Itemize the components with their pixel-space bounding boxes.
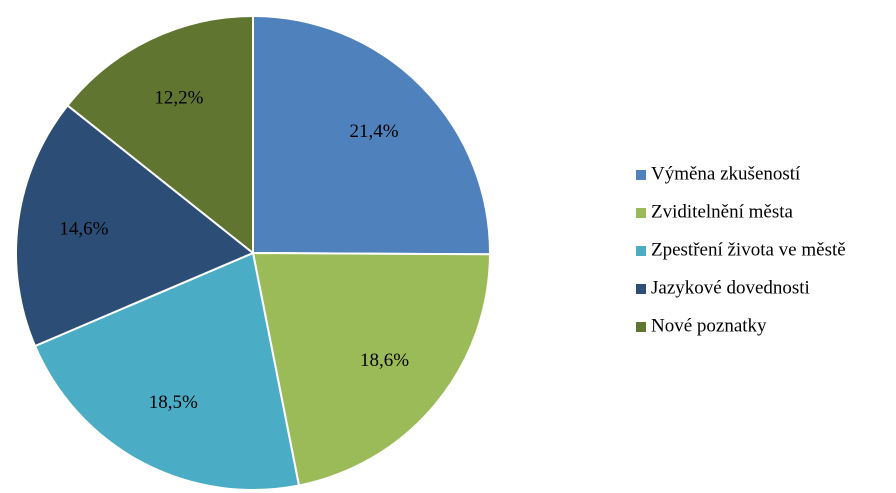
pie-slice [15, 104, 255, 348]
pie-slice [66, 14, 254, 256]
pie-slice [252, 14, 491, 256]
legend-swatch [636, 322, 646, 332]
legend-swatch [636, 170, 646, 180]
data-label: 21,4% [349, 121, 398, 142]
pie-slice [33, 251, 301, 491]
data-label: 14,6% [59, 218, 108, 239]
legend-label: Zviditelnění města [651, 201, 794, 222]
legend-label: Výměna zkušeností [651, 163, 801, 184]
data-label: 12,2% [154, 88, 203, 109]
legend-swatch [636, 208, 646, 218]
legend-label: Nové poznatky [651, 315, 767, 336]
legend-label: Jazykové dovednosti [651, 277, 810, 298]
data-label: 18,5% [149, 392, 198, 413]
legend-label: Zpestření života ve městě [651, 239, 846, 260]
data-label: 18,6% [360, 350, 409, 371]
pie-slice [251, 251, 492, 487]
legend-swatch [636, 246, 646, 256]
legend-swatch [636, 284, 646, 294]
